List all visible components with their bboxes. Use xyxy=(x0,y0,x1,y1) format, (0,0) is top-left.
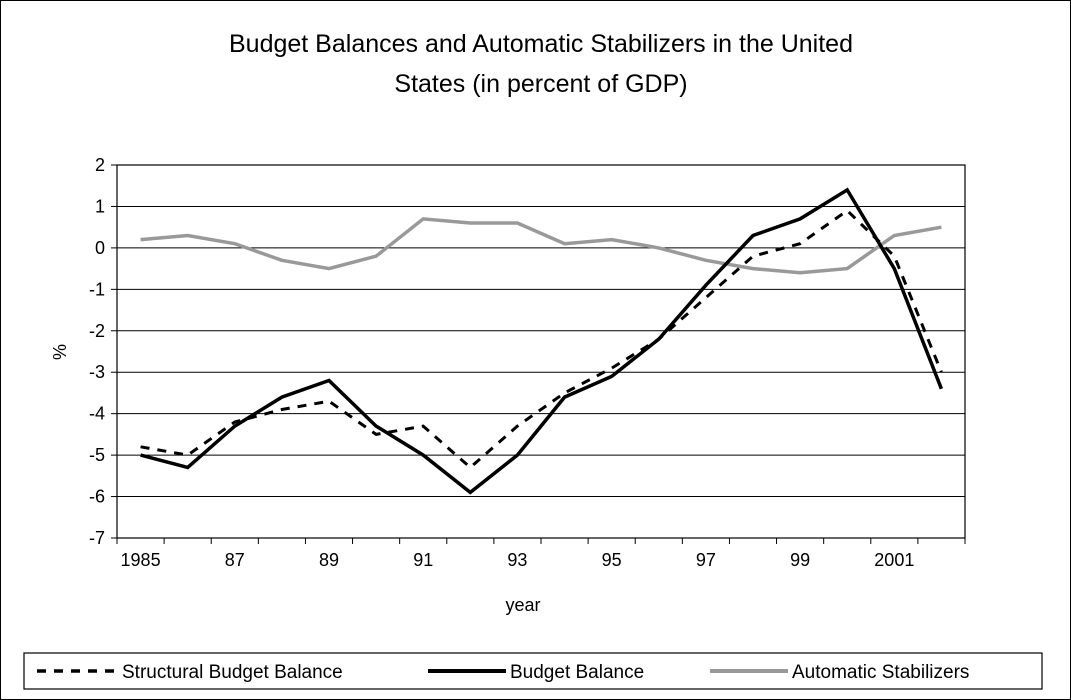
y-tick-label: -4 xyxy=(89,404,105,424)
x-tick-label: 89 xyxy=(319,550,339,570)
legend-label: Automatic Stabilizers xyxy=(792,662,969,683)
y-tick-label: -2 xyxy=(89,321,105,341)
y-axis: 2 1 0 -1 -2 -3 -4 -5 -6 -7 xyxy=(89,155,117,548)
x-tick-label: 95 xyxy=(602,550,622,570)
x-tick-label: 2001 xyxy=(874,550,914,570)
x-tick-label: 87 xyxy=(225,550,245,570)
x-tick-label: 99 xyxy=(790,550,810,570)
y-tick-label: 0 xyxy=(95,238,105,258)
x-tick-label: 97 xyxy=(696,550,716,570)
legend-box xyxy=(23,652,1043,690)
series-line-budget-balance xyxy=(140,187,944,495)
y-tick-label: -7 xyxy=(89,528,105,548)
legend-label: Structural Budget Balance xyxy=(122,662,343,683)
x-axis: 1985 87 89 91 93 95 97 99 2001 xyxy=(116,538,966,570)
legend-label: Budget Balance xyxy=(510,662,644,683)
x-tick-label: 1985 xyxy=(121,550,161,570)
y-tick-label: 2 xyxy=(95,155,105,175)
chart-title-line-1: Budget Balances and Automatic Stabilizer… xyxy=(229,30,853,58)
x-tick-label: 93 xyxy=(507,550,527,570)
y-axis-label: % xyxy=(50,344,70,360)
y-tick-label: -6 xyxy=(89,487,105,507)
series-line-structural-budget-balance xyxy=(140,208,943,470)
chart-title-line-2: States (in percent of GDP) xyxy=(394,70,687,98)
series-layer xyxy=(140,187,944,495)
y-tick-label: 1 xyxy=(95,196,105,216)
series-line-automatic-stabilizers xyxy=(140,217,942,275)
y-tick-label: -5 xyxy=(89,445,105,465)
x-tick-label: 91 xyxy=(413,550,433,570)
y-tick-label: -3 xyxy=(89,362,105,382)
legend: Structural Budget Balance Budget Balance A… xyxy=(37,662,969,683)
plot-area xyxy=(116,164,966,539)
y-tick-label: -1 xyxy=(89,279,105,299)
x-axis-label: year xyxy=(505,595,540,615)
